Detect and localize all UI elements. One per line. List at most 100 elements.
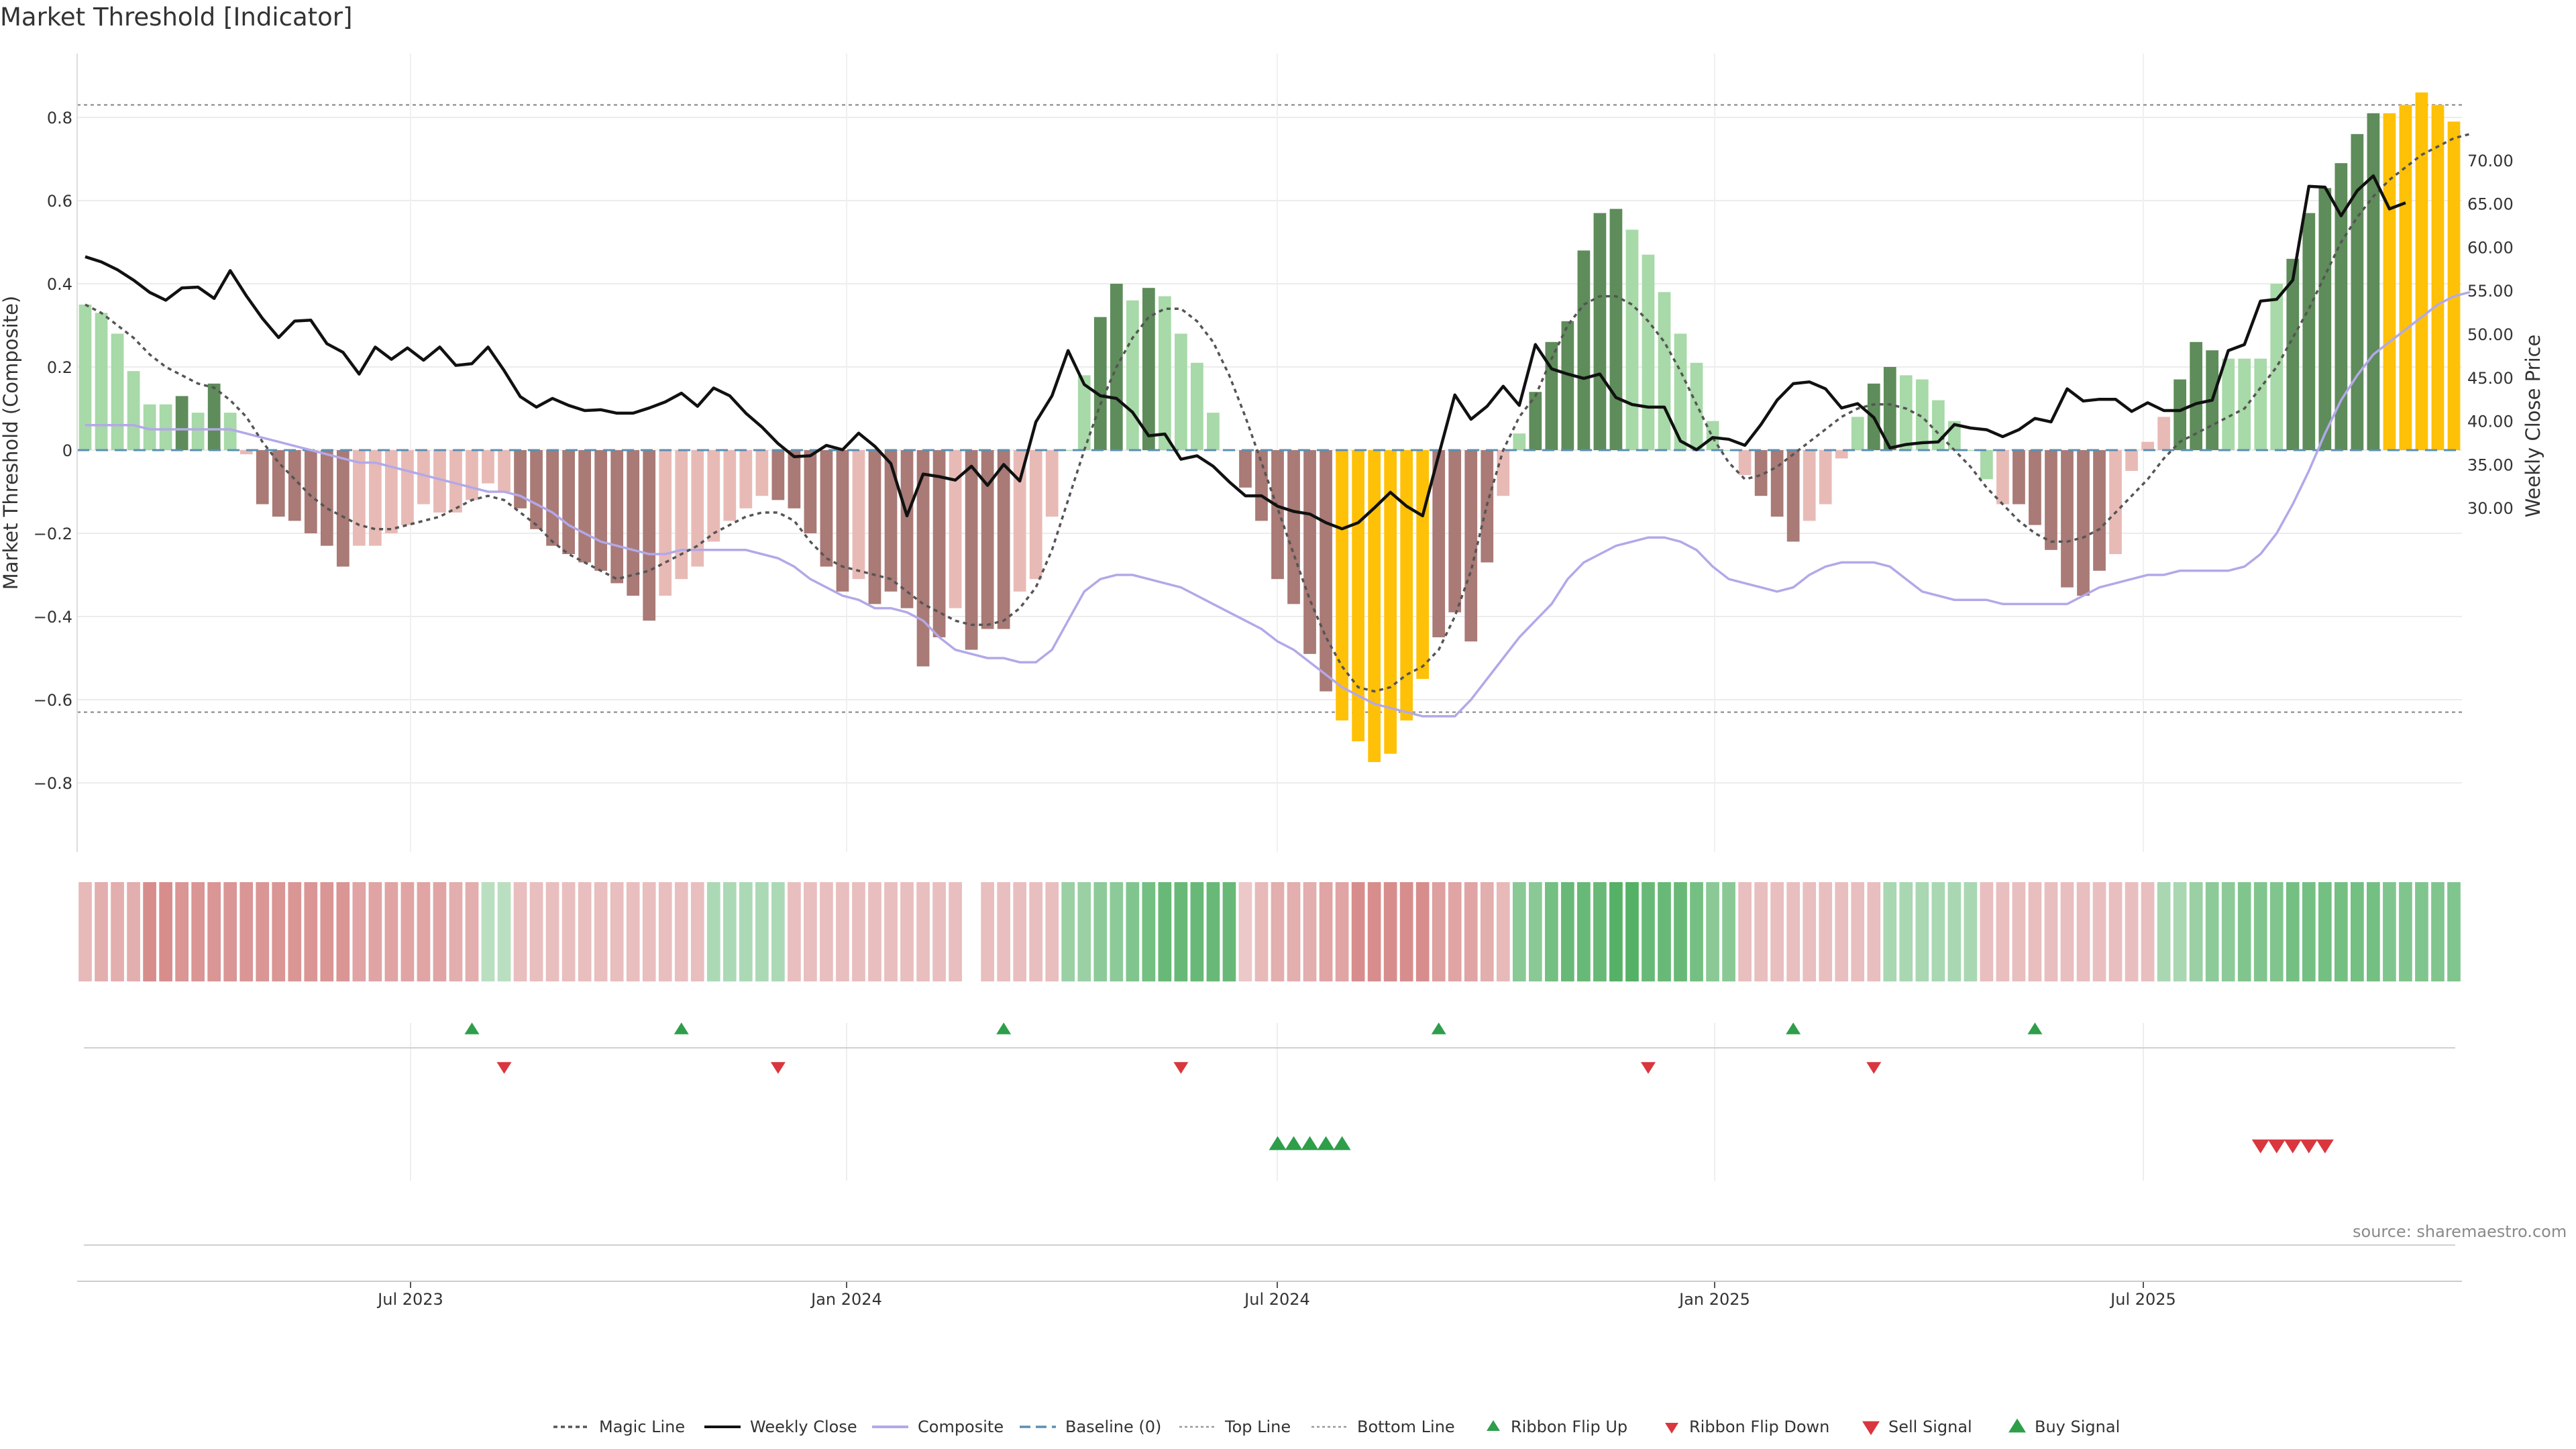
composite-bar [1320,450,1332,692]
ribbon-cell [1093,882,1108,981]
composite-bar [78,305,92,450]
composite-bar [1529,392,1542,450]
composite-bar [1658,292,1671,450]
legend-ribbon-flip-up: Ribbon Flip Up [1487,1417,1627,1436]
ribbon-cell [2334,882,2348,981]
ribbon-cell [1851,882,1865,981]
composite-bar [868,450,881,604]
composite-bar [949,450,962,608]
composite-bar [2367,113,2380,451]
composite-bar [1303,450,1316,654]
ribbon-cell [2399,882,2412,981]
x-tick-label: Jan 2025 [1678,1290,1750,1309]
ribbon-cell [1496,882,1510,981]
y-left-label: Market Threshold (Composite) [0,296,22,590]
ribbon-cell [2237,882,2251,981]
ribbon-cell [433,882,447,981]
ribbon-cell [1658,882,1671,981]
composite-bar [1690,362,1703,450]
composite-bar [739,450,753,508]
ribbon-flip-up-marker [1786,1022,1801,1034]
ribbon-cell [1142,882,1156,981]
ribbon-cell [1061,882,1075,981]
ribbon-cell [1287,882,1301,981]
y-right-tick: 70.00 [2467,152,2514,170]
composite-bar [1400,450,1413,720]
ribbon-flip-up-marker [996,1022,1012,1034]
signal-panel [84,1136,2455,1246]
composite-bar [691,450,704,567]
ribbon-cell [465,882,479,981]
y-right-tick: 50.00 [2467,325,2514,344]
legend-composite: Composite [872,1417,1004,1436]
composite-bar [1416,450,1430,679]
ribbon-flip-panel [84,1022,2455,1074]
composite-bar [659,450,672,596]
ribbon-cell [143,882,156,981]
composite-bar [965,450,978,650]
composite-bar [820,450,833,567]
ribbon-cell [610,882,624,981]
composite-bar [1368,450,1381,762]
composite-bar [627,450,640,596]
ribbon-cell [1899,882,1913,981]
composite-bar [2045,450,2057,550]
ribbon-cell [207,882,221,981]
ribbon-cell [288,882,302,981]
ribbon-cell [1351,882,1365,981]
composite-bar [514,450,527,508]
ribbon-cell [1980,882,1994,981]
composite-bar [997,450,1010,629]
ribbon-cell [722,882,737,981]
ribbon-flip-up-marker [2027,1022,2043,1034]
ribbon-cell [2125,882,2139,981]
composite-bar [1722,450,1735,451]
ribbon-cell [1528,882,1542,981]
ribbon-cell [111,882,124,981]
ribbon-cell [1706,882,1719,981]
ribbon-cell [529,882,543,981]
ribbon-cell [1448,882,1462,981]
ribbon-cell [1222,882,1236,981]
ribbon-cell [2447,882,2461,981]
ribbon-cell [2205,882,2219,981]
composite-bar [675,450,688,580]
composite-bar [1287,450,1300,604]
composite-bar [723,450,737,521]
ribbon-cell [2253,882,2267,981]
ribbon-cell [1545,882,1558,981]
legend-magic-line: Magic Line [553,1417,685,1436]
composite-bar [1770,450,1784,517]
composite-bar [1336,450,1348,720]
ribbon-cell [1593,882,1607,981]
ribbon-cell [127,882,140,981]
composite-bar [1481,450,1494,563]
ribbon-cell [1931,882,1945,981]
composite-bar [707,450,720,542]
ribbon-cell [852,882,865,981]
legend-baseline: Baseline (0) [1020,1417,1161,1436]
composite-bar [2109,450,2122,554]
ribbon-cell [417,882,431,981]
composite-bar [159,404,172,450]
buy-signal-marker [1269,1136,1287,1150]
buy-signal-marker [1285,1136,1303,1150]
ribbon-cell [1367,882,1381,981]
composite-bar [2318,188,2332,450]
composite-bar [288,450,301,521]
ribbon-cell [642,882,656,981]
sell-signal-marker [2284,1139,2302,1154]
grid-lines [77,54,2462,1181]
composite-bar [1142,288,1155,450]
ribbon-cell [256,882,270,981]
legend-label: Sell Signal [1888,1417,1972,1436]
composite-bar [1738,450,1752,476]
legend: Magic Line Weekly Close Composite Baseline … [553,1417,2120,1436]
legend-swatch [1862,1421,1880,1436]
ribbon-cell [320,882,334,981]
chart-title: Market Threshold [Indicator] [0,3,353,32]
ribbon-cell [836,882,849,981]
composite-bar [111,333,124,450]
ribbon-cell [1190,882,1204,981]
composite-bar [2399,105,2412,450]
